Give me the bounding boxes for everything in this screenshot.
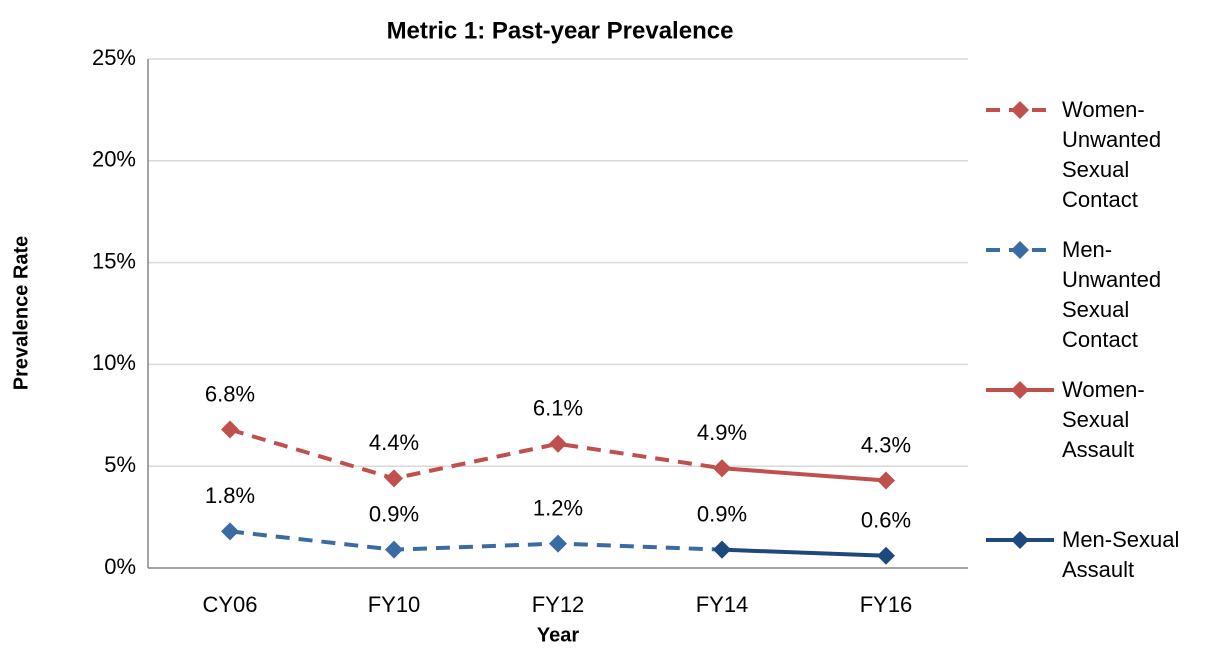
x-tick-label: FY16 <box>860 592 913 617</box>
data-label: 6.1% <box>533 396 583 421</box>
legend-marker <box>1011 241 1029 259</box>
data-label: 4.9% <box>697 420 747 445</box>
marker <box>877 546 895 565</box>
marker <box>221 522 239 541</box>
y-tick-label: 10% <box>92 350 136 375</box>
marker <box>385 469 403 488</box>
series-line <box>721 466 887 483</box>
data-label: 0.9% <box>697 501 747 526</box>
x-axis-title: Year <box>537 624 579 646</box>
y-tick-label: 15% <box>92 248 136 273</box>
x-tick-label: FY14 <box>696 592 749 617</box>
y-tick-label: 20% <box>92 147 136 172</box>
marker <box>549 434 567 453</box>
legend-marker <box>1011 101 1029 119</box>
marker <box>221 420 239 439</box>
data-label: 1.8% <box>205 483 255 508</box>
marker <box>549 534 567 553</box>
y-tick-label: 5% <box>104 452 136 477</box>
data-label: 0.9% <box>369 501 419 526</box>
series-line <box>721 547 887 558</box>
marker <box>713 459 731 478</box>
marker <box>713 540 731 559</box>
marker <box>877 471 895 490</box>
legend-label: Men-Sexual Assault <box>1062 527 1180 582</box>
y-tick-label: 0% <box>104 554 136 579</box>
marker <box>385 540 403 559</box>
chart-title: Metric 1: Past-year Prevalence <box>387 17 734 44</box>
x-tick-label: CY06 <box>202 592 257 617</box>
y-tick-label: 25% <box>92 45 136 70</box>
series-line <box>229 427 723 481</box>
data-label: 4.3% <box>861 432 911 457</box>
x-tick-label: FY10 <box>368 592 421 617</box>
data-label: 4.4% <box>369 430 419 455</box>
legend-marker <box>1011 381 1029 399</box>
legend-label: Men-Unwanted Sexual Contact <box>1062 237 1162 352</box>
data-label: 0.6% <box>861 508 911 533</box>
legend-marker <box>1011 531 1029 549</box>
data-label: 1.2% <box>533 495 583 520</box>
legend-label: Women-Sexual Assault <box>1062 377 1145 462</box>
legend-label: Women-Unwanted Sexual Contact <box>1062 97 1162 212</box>
y-axis-title: Prevalence Rate <box>10 236 32 391</box>
x-tick-label: FY12 <box>532 592 585 617</box>
data-label: 6.8% <box>205 381 255 406</box>
series-line <box>229 529 723 552</box>
